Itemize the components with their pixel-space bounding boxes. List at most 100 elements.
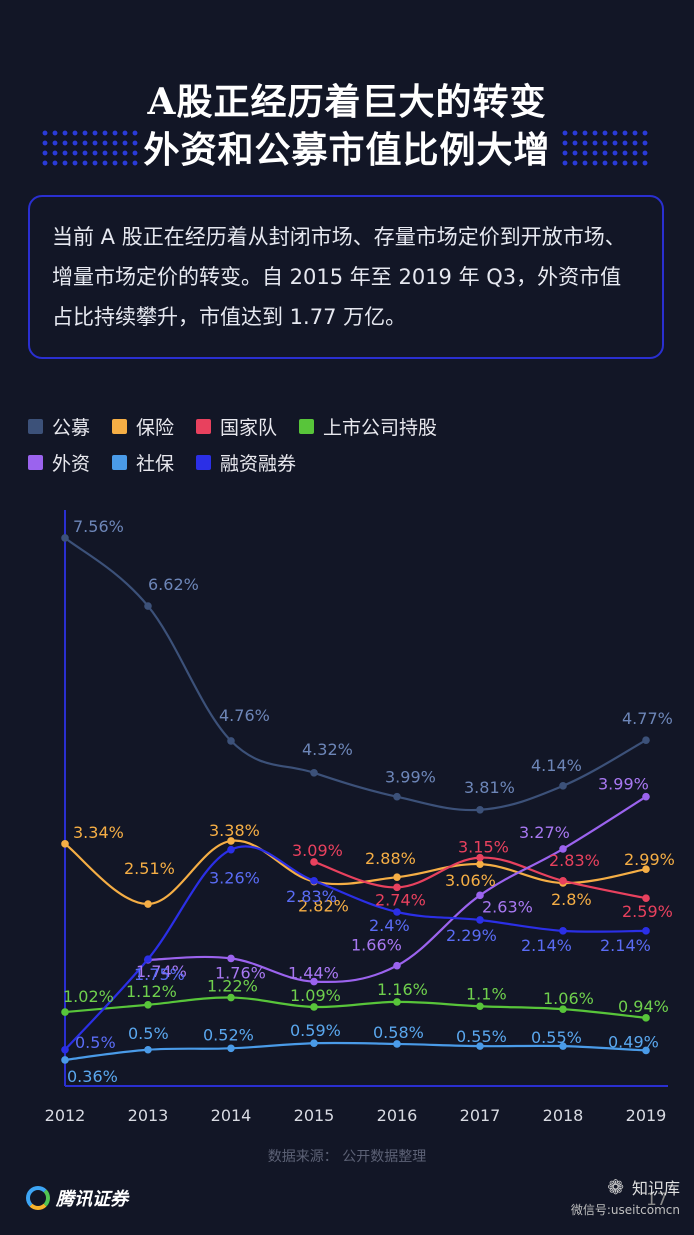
data-label: 6.62% [148,575,199,594]
data-label: 0.55% [456,1027,507,1046]
data-label: 2.88% [365,849,416,868]
x-tick-label: 2015 [294,1106,335,1125]
data-point [559,782,567,790]
data-label: 4.77% [622,709,673,728]
data-point [642,865,650,874]
legend-item: 保险 [112,413,174,440]
legend-label: 保险 [136,416,175,439]
data-label: 2.4% [369,916,410,935]
data-point [642,792,650,801]
data-label: 1.74% [136,962,187,981]
data-label: 0.5% [75,1033,116,1052]
data-label: 3.99% [598,775,649,794]
legend-label: 外资 [52,452,91,475]
series-line [64,839,647,906]
data-point [310,769,318,777]
data-label: 0.52% [203,1025,254,1044]
legend-label: 国家队 [220,416,278,439]
data-point [144,1001,152,1009]
summary-box: 当前 A 股正在经历着从封闭市场、存量市场定价到开放市场、增量市场定价的转变。自… [28,195,664,359]
data-label: 0.36% [67,1067,118,1086]
data-point [393,883,401,892]
data-label: 1.1% [466,984,507,1003]
data-label: 0.59% [290,1021,341,1040]
legend-item: 公募 [28,413,90,440]
line-chart: 2012 2013 2014 2015 2016 2017 2018 2019 7.56% 6.6… [45,510,675,1125]
legend-item: 社保 [112,449,174,476]
data-label: 1.22% [207,977,258,996]
data-label: 1.09% [290,986,341,1005]
data-point [61,840,69,848]
data-label: 3.26% [209,869,260,888]
data-label: 3.34% [73,823,124,842]
data-label: 3.27% [519,823,570,842]
wechat-watermark: ❁ 知识库 微信号:useitcomcn [571,1175,680,1218]
x-tick-label: 2016 [377,1106,418,1125]
data-point [310,1003,318,1011]
data-label: 2.83% [549,851,600,870]
legend-label: 社保 [136,452,175,475]
wechat-icon: ❁ [607,1175,624,1199]
chart-legend: 公募 保险 国家队 上市公司持股 外资 社保 融资融券 [28,408,668,480]
data-label: 4.32% [302,740,353,759]
series-line [64,537,647,812]
tencent-logo-icon [26,1186,50,1210]
title-block: A股正经历着巨大的转变 外资和公募市值比例大增 [0,78,694,174]
data-label: 0.5% [128,1024,169,1043]
data-point [642,1014,650,1022]
data-label: 2.14% [521,936,572,955]
x-tick-label: 2018 [543,1106,584,1125]
data-point [144,1045,152,1054]
data-label: 1.75% [134,965,185,984]
series-line [64,996,647,1019]
x-tick-label: 2019 [626,1106,667,1125]
data-point [559,1042,567,1050]
data-label: 3.09% [292,841,343,860]
title-line-2: 外资和公募市值比例大增 [143,129,551,171]
legend-swatch [196,418,212,434]
data-label: 3.06% [445,871,496,890]
data-point [393,961,401,970]
data-point [61,534,69,542]
legend-swatch [28,454,43,470]
data-label: 3.38% [209,821,260,840]
data-label: 2.59% [622,902,673,921]
legend-label: 上市公司持股 [323,416,438,439]
legend-item: 融资融券 [196,449,296,476]
data-point [476,1042,484,1050]
data-point [393,908,401,916]
data-point [61,1045,69,1054]
data-point [476,805,484,814]
x-tick-label: 2012 [45,1106,86,1125]
legend-swatch [299,418,315,434]
series-line [64,1041,647,1061]
data-label: 2.8% [551,890,592,909]
data-point [310,877,318,885]
data-label: 3.99% [385,768,436,787]
data-point [310,1039,318,1048]
data-label: 3.15% [458,838,509,857]
title-dots-right [560,128,650,168]
series-国家队 [310,853,650,903]
data-point [393,1040,401,1048]
data-point [227,993,235,1002]
legend-row: 外资 社保 融资融券 [28,444,668,480]
data-label: 7.56% [73,517,124,536]
data-point [227,954,235,963]
data-point [310,858,318,866]
data-label: 0.55% [531,1028,582,1047]
data-label: 4.14% [531,756,582,775]
series-外资 [144,792,650,986]
data-point [393,873,401,881]
data-point [559,845,567,853]
x-tick-label: 2013 [128,1106,169,1125]
legend-row: 公募 保险 国家队 上市公司持股 [28,408,668,444]
data-point [144,900,152,908]
data-point [227,845,235,854]
data-label: 2.29% [446,926,497,945]
data-point [642,927,650,935]
legend-swatch [28,418,43,434]
title-dots-left [40,128,140,168]
data-label: 2.82% [298,897,349,916]
data-point [559,877,567,885]
